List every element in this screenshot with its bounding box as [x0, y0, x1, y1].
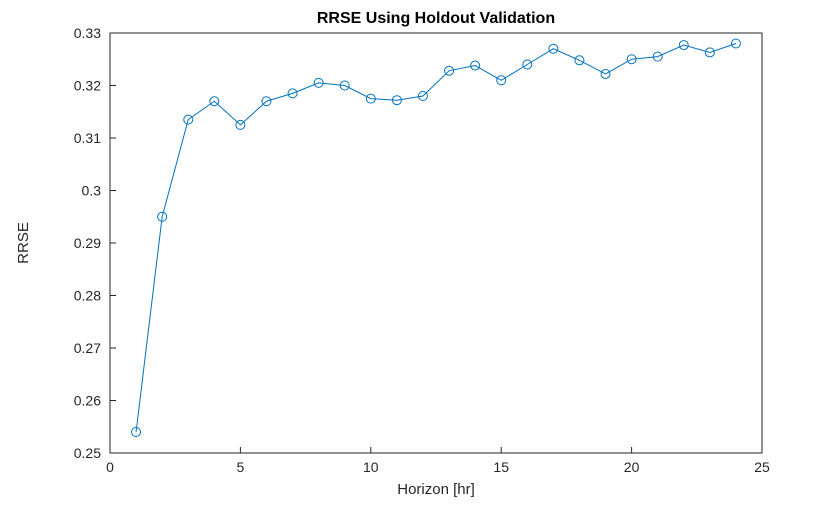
y-tick-label: 0.26 [74, 393, 101, 409]
y-tick-label: 0.27 [74, 340, 101, 356]
data-point-marker [287, 88, 298, 99]
data-point-marker [652, 51, 663, 62]
y-axis-label: RRSE [15, 222, 32, 264]
data-point-marker [313, 77, 324, 88]
data-point-marker [444, 65, 455, 76]
y-tick-label: 0.29 [74, 235, 101, 251]
x-tick-label: 0 [106, 459, 114, 475]
data-point-marker [704, 47, 715, 58]
data-point-marker [522, 59, 533, 70]
x-tick-label: 25 [754, 459, 770, 475]
data-point-marker [157, 211, 168, 222]
chart-title: RRSE Using Holdout Validation [317, 10, 555, 27]
data-point-marker [209, 96, 220, 107]
data-point-marker [730, 38, 741, 49]
data-point-marker [496, 75, 507, 86]
plot-border [109, 32, 763, 454]
y-tick-label: 0.25 [74, 445, 101, 461]
data-point-marker [417, 91, 428, 101]
data-point-marker [600, 68, 611, 79]
plot-area [110, 33, 762, 453]
data-point-marker [131, 427, 142, 437]
y-tick-label: 0.32 [74, 78, 101, 94]
x-tick-label: 10 [363, 459, 379, 475]
x-axis-label: Horizon [hr] [397, 481, 475, 498]
y-tick-label: 0.28 [74, 288, 101, 304]
data-point-marker [574, 55, 585, 66]
data-point-marker [678, 40, 689, 51]
data-point-marker [626, 54, 637, 65]
y-tick-label: 0.31 [74, 130, 101, 146]
y-tick-label: 0.33 [74, 25, 101, 41]
x-tick-label: 5 [237, 459, 245, 475]
data-point-marker [339, 80, 350, 91]
data-point-marker [183, 114, 194, 125]
data-point-marker [548, 43, 559, 54]
data-point-marker [261, 96, 272, 107]
data-point-marker [365, 93, 376, 104]
data-point-marker [470, 60, 481, 71]
x-tick-label: 15 [493, 459, 509, 475]
x-tick-label: 20 [624, 459, 640, 475]
data-point-marker [235, 119, 246, 130]
plot-layer: 0 5 10 15 20 25 0.25 0.26 0.27 0.28 0.29 0.3 0.31 0.3… [74, 25, 770, 475]
y-tick-label: 0.3 [82, 183, 102, 199]
data-point-marker [391, 95, 402, 106]
